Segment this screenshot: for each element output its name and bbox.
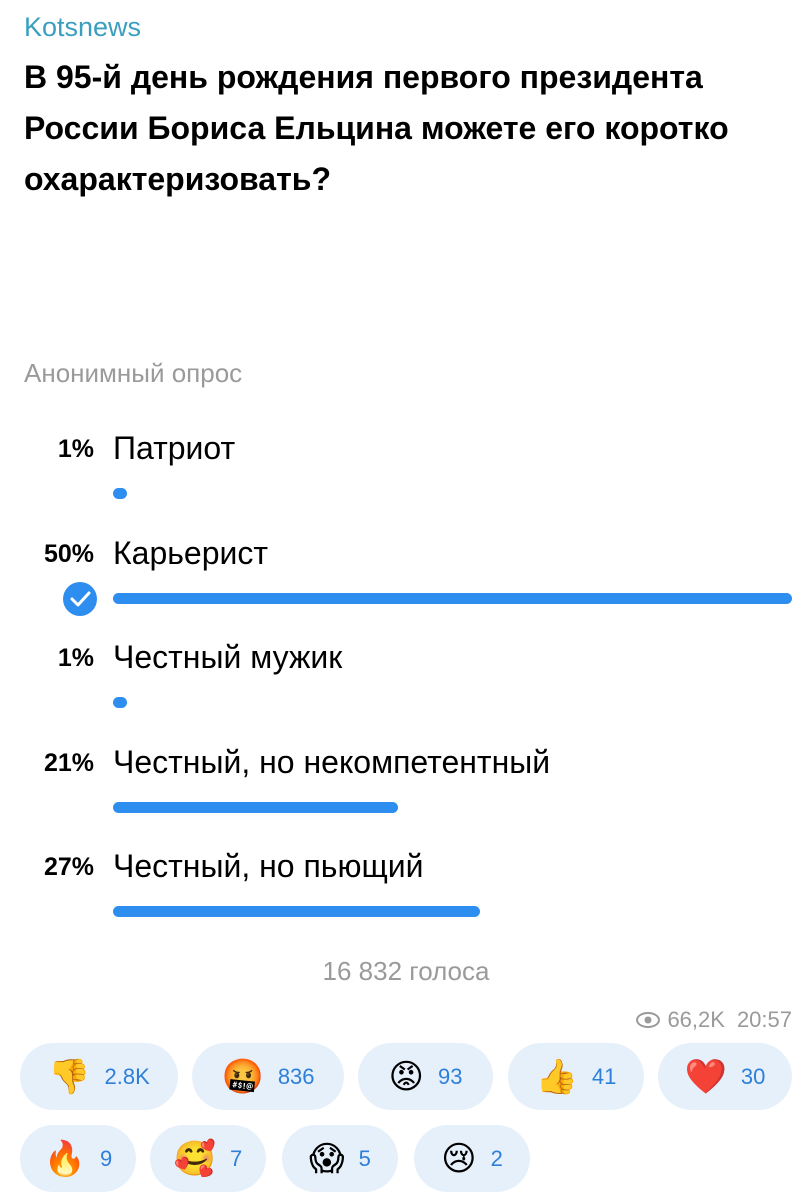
option-label[interactable]: Честный, но пьющий <box>113 848 424 884</box>
reaction[interactable]: 😢 2 <box>414 1125 530 1192</box>
option-bar <box>113 906 480 917</box>
reaction[interactable]: 🔥 9 <box>20 1125 136 1192</box>
reaction[interactable]: 😡 93 <box>358 1043 493 1110</box>
reaction-count: 836 <box>277 1063 315 1089</box>
reaction-count: 7 <box>230 1145 243 1171</box>
total-votes[interactable]: 16 832 голоса <box>322 956 490 986</box>
option-label[interactable]: Карьерист <box>113 534 269 571</box>
channel-name[interactable]: Kotsnews <box>24 12 142 42</box>
option-label[interactable]: Честный, но некомпетентный <box>113 743 551 780</box>
reaction-emoji: 🤬 <box>221 1056 264 1097</box>
reaction-count: 30 <box>740 1063 766 1089</box>
option-percent: 21% <box>43 748 94 777</box>
reaction-count: 2 <box>490 1145 503 1171</box>
reaction-emoji: 👎 <box>48 1056 91 1097</box>
reaction-emoji: 🔥 <box>43 1138 87 1179</box>
reaction-emoji: 😡 <box>388 1056 424 1097</box>
reaction-emoji: ❤️ <box>684 1056 727 1097</box>
reaction[interactable]: ❤️ 30 <box>658 1043 792 1110</box>
reaction[interactable]: 😱 5 <box>282 1125 398 1192</box>
reaction[interactable]: 👍 41 <box>508 1043 644 1110</box>
option-label[interactable]: Честный мужик <box>113 639 343 675</box>
option-bar <box>113 697 127 708</box>
poll-question: В 95-й день рождения первого президента … <box>24 59 729 197</box>
option-percent: 1% <box>57 435 94 463</box>
reaction-emoji: 😢 <box>441 1138 477 1179</box>
option-percent: 50% <box>43 539 94 568</box>
option-percent: 27% <box>43 853 94 881</box>
views: 66,2K <box>667 1007 725 1032</box>
reaction-count: 9 <box>100 1145 113 1171</box>
option-label[interactable]: Патриот <box>113 430 236 466</box>
reaction-count: 2.8K <box>104 1063 150 1089</box>
option-bar <box>113 488 127 499</box>
option-bar <box>113 801 399 813</box>
option-percent: 1% <box>57 644 94 672</box>
reaction-count: 93 <box>437 1063 463 1089</box>
reaction-emoji: 🥰 <box>173 1138 217 1179</box>
reaction-emoji: 😱 <box>309 1138 345 1179</box>
reaction-count: 5 <box>358 1145 371 1171</box>
reaction[interactable]: 🤬 836 <box>192 1043 344 1110</box>
option-bar <box>113 592 792 604</box>
views-icon <box>636 1012 661 1028</box>
poll-type: Анонимный опрос <box>24 358 243 388</box>
reaction-count: 41 <box>591 1063 617 1089</box>
selected-check <box>63 581 97 616</box>
reaction[interactable]: 👎 2.8K <box>20 1043 178 1110</box>
message-meta: 66,2K 20:57 <box>635 1007 792 1033</box>
reaction[interactable]: 🥰 7 <box>150 1125 266 1192</box>
time: 20:57 <box>736 1007 792 1032</box>
reaction-emoji: 👍 <box>535 1056 578 1097</box>
